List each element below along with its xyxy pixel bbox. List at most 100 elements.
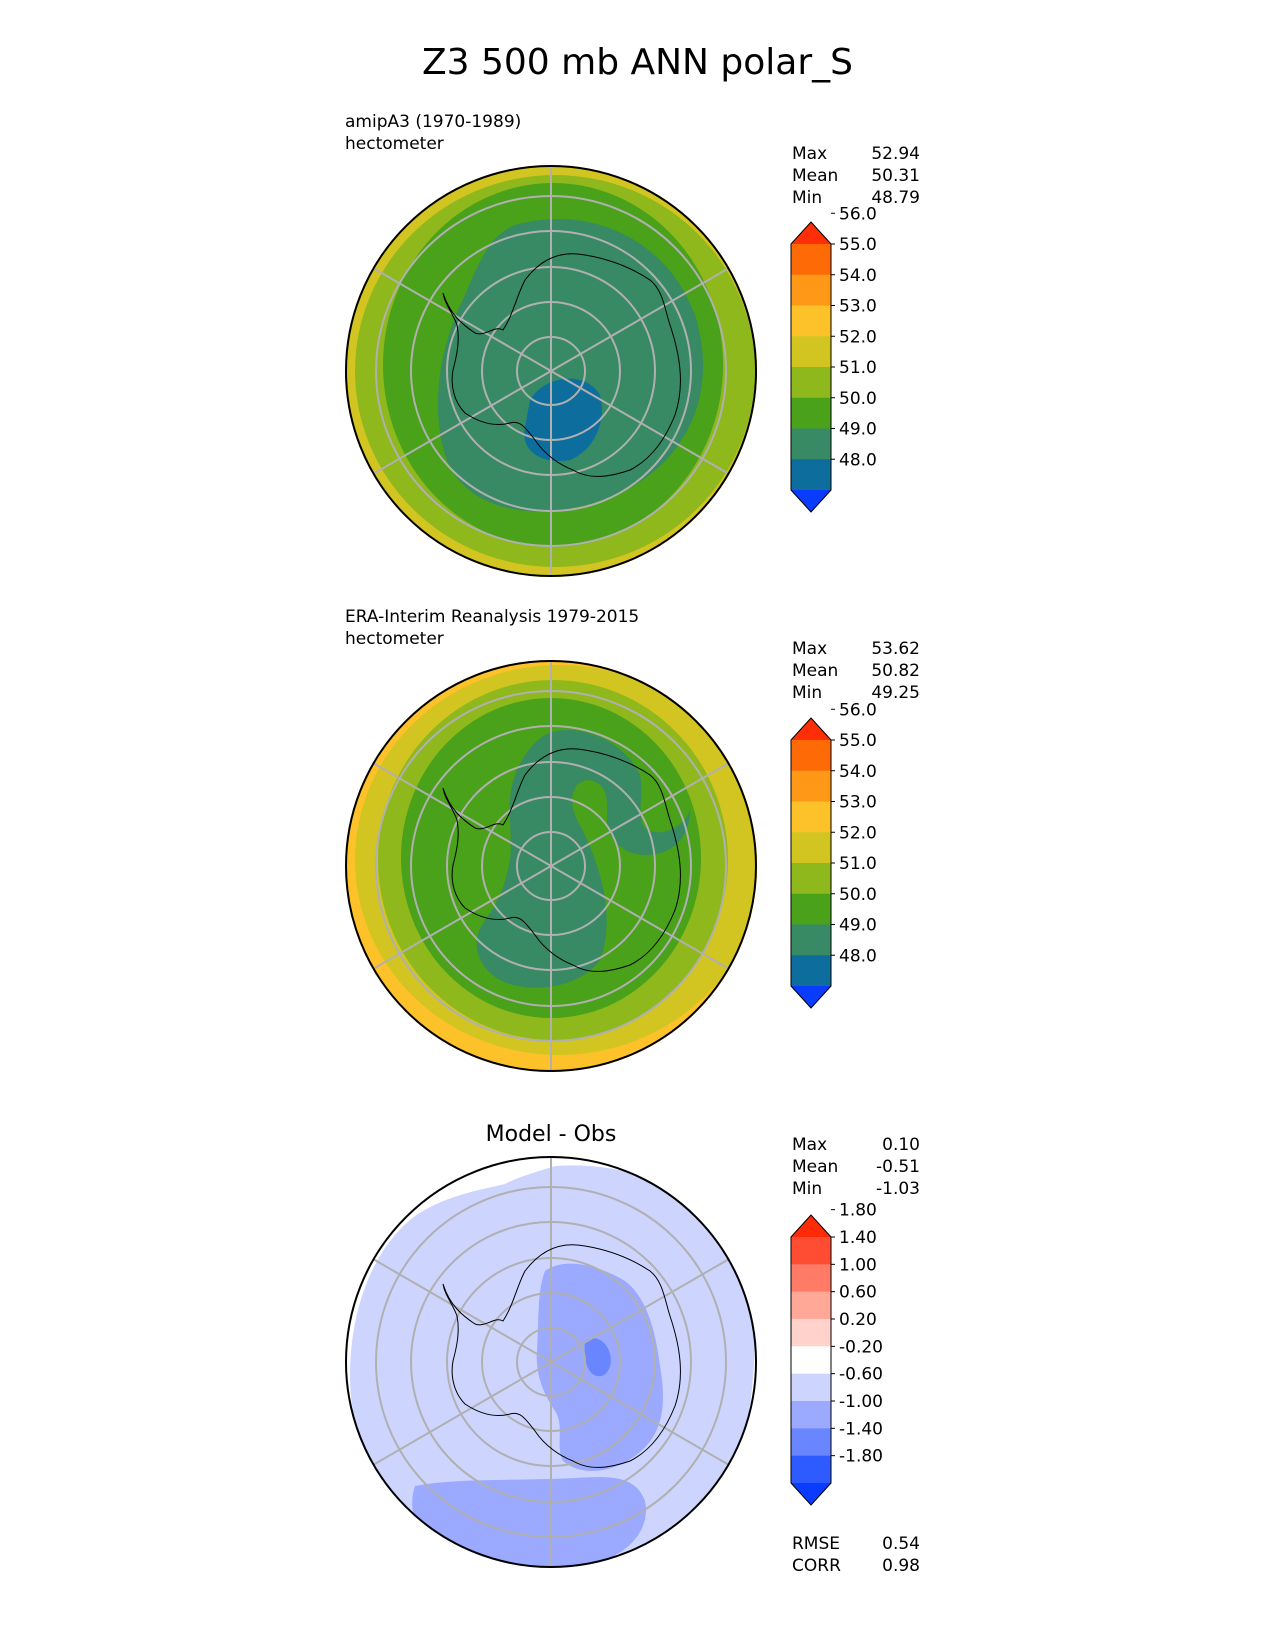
colorbar-tick-label: 50.0 (839, 885, 877, 905)
colorbar-tick-label: 53.0 (839, 793, 877, 813)
panel1-stats: Max 52.94 Mean 50.31 Min 48.79 (792, 143, 920, 209)
colorbar-tick-label: 56.0 (839, 204, 877, 224)
panel1-coastline (442, 253, 681, 477)
colorbar-tick-label: 54.0 (839, 762, 877, 782)
mean-value: -0.51 (876, 1157, 920, 1177)
colorbar-segment (791, 336, 831, 368)
colorbar-tick-label: 51.0 (839, 358, 877, 378)
colorbar-segment (791, 459, 831, 491)
panel2-stats: Max 53.62 Mean 50.82 Min 49.25 (792, 638, 920, 704)
min-label: Min (792, 1179, 823, 1199)
colorbar-extend-min (791, 986, 831, 1008)
band-neg-1.0 (584, 1338, 611, 1377)
colorbar-tick-label: 53.0 (839, 297, 877, 317)
panel2-graticule (372, 660, 730, 1072)
colorbar-segment (791, 1346, 831, 1375)
min-value: 49.25 (871, 683, 920, 703)
panel2-label: ERA-Interim Reanalysis 1979-2015 hectome… (345, 606, 639, 650)
corr-value: 0.98 (882, 1556, 920, 1576)
colorbar-segment (791, 893, 831, 925)
colorbar-tick-label: -1.80 (839, 1447, 883, 1467)
panel3-stats: Max 0.10 Mean -0.51 Min -1.03 (792, 1134, 920, 1200)
colorbar-segment (791, 1319, 831, 1347)
max-label: Max (792, 639, 828, 659)
colorbar-tick-label: 49.0 (839, 420, 877, 440)
panel3-metrics: RMSE 0.54 CORR 0.98 (792, 1533, 920, 1577)
min-label: Min (792, 188, 823, 208)
panel2-colorbar: 48.0 49.0 50.0 51.0 52.0 53.0 54.0 55.0 56.0 (790, 700, 877, 1009)
max-label: Max (792, 1135, 828, 1155)
colorbar-tick-label: 52.0 (839, 823, 877, 843)
colorbar-segment (791, 428, 831, 460)
colorbar-segment (791, 770, 831, 802)
mean-value: 50.82 (871, 661, 920, 681)
colorbar-segment (791, 367, 831, 399)
panel3-colorbar: -1.80 -1.40 -1.00 -0.60 -0.20 0.20 0.60 1.00 1.4… (790, 1201, 883, 1506)
colorbar-outline (790, 221, 832, 513)
min-value: -1.03 (876, 1179, 920, 1199)
colorbar-segment (791, 305, 831, 337)
colorbar-extend-min (791, 490, 831, 512)
mean-label: Mean (792, 661, 839, 681)
colorbar-tick-label: 48.0 (839, 450, 877, 470)
colorbar-tick-label: 1.40 (839, 1228, 877, 1248)
colorbar-segment (791, 801, 831, 833)
panel1-map (345, 165, 757, 577)
colorbar-tick-label: -1.00 (839, 1392, 883, 1412)
panel3-map (345, 1156, 757, 1568)
max-value: 0.10 (882, 1135, 920, 1155)
colorbar-tick-label: 51.0 (839, 854, 877, 874)
colorbar-segment (791, 955, 831, 987)
panel3-title: Model - Obs (485, 1122, 617, 1147)
colorbar-tick-label: -0.60 (839, 1365, 883, 1385)
colorbar-tick-label: 1.80 (839, 1201, 877, 1221)
colorbar-tick-label: 0.60 (839, 1283, 877, 1303)
min-label: Min (792, 683, 823, 703)
panel2-map (345, 660, 757, 1072)
colorbar-segment (791, 397, 831, 429)
colorbar-outline (790, 717, 832, 1009)
colorbar-segment (791, 1428, 831, 1457)
colorbar-segment (791, 1237, 831, 1265)
colorbar-extend-max (791, 222, 831, 244)
colorbar-segment (791, 244, 831, 276)
panel2-title: ERA-Interim Reanalysis 1979-2015 (345, 607, 640, 627)
colorbar-tick-label: 55.0 (839, 731, 877, 751)
colorbar-extend-max (791, 1215, 831, 1237)
min-value: 48.79 (871, 188, 920, 208)
rmse-label: RMSE (792, 1534, 841, 1554)
colorbar-extend-min (791, 1483, 831, 1505)
panel2-coastline (442, 748, 681, 972)
colorbar-segment (791, 740, 831, 772)
panel3-boundary (345, 1156, 757, 1568)
corr-label: CORR (792, 1556, 841, 1576)
max-value: 52.94 (871, 144, 920, 164)
band-neg-0.6-bottom (412, 1476, 646, 1568)
colorbar-segment (791, 1455, 831, 1484)
colorbar-segment (791, 924, 831, 956)
colorbar-tick-label: 0.20 (839, 1310, 877, 1330)
colorbar-segment (791, 863, 831, 895)
panel1-label: amipA3 (1970-1989) hectometer (345, 111, 521, 155)
panel1-colorbar: 48.0 49.0 50.0 51.0 52.0 53.0 54.0 55.0 56.0 (790, 204, 877, 513)
colorbar-segment (791, 1373, 831, 1402)
colorbar-tick-label: 56.0 (839, 700, 877, 720)
mean-value: 50.31 (871, 166, 920, 186)
panel1-title: amipA3 (1970-1989) (345, 112, 522, 132)
colorbar-tick-label: -1.40 (839, 1419, 883, 1439)
colorbar-tick-label: 50.0 (839, 389, 877, 409)
panel3-graticule (372, 1156, 730, 1568)
mean-label: Mean (792, 166, 839, 186)
colorbar-segment (791, 1264, 831, 1293)
colorbar-tick-label: 1.00 (839, 1255, 877, 1275)
panel1-boundary (345, 165, 757, 577)
colorbar-segment (791, 274, 831, 306)
colorbar-segment (791, 832, 831, 864)
colorbar-tick-label: 49.0 (839, 916, 877, 936)
colorbar-tick-label: 55.0 (839, 235, 877, 255)
max-label: Max (792, 144, 828, 164)
max-value: 53.62 (871, 639, 920, 659)
panel3-coastline (442, 1244, 681, 1468)
colorbar-tick-label: 52.0 (839, 327, 877, 347)
colorbar-segment (791, 1401, 831, 1429)
